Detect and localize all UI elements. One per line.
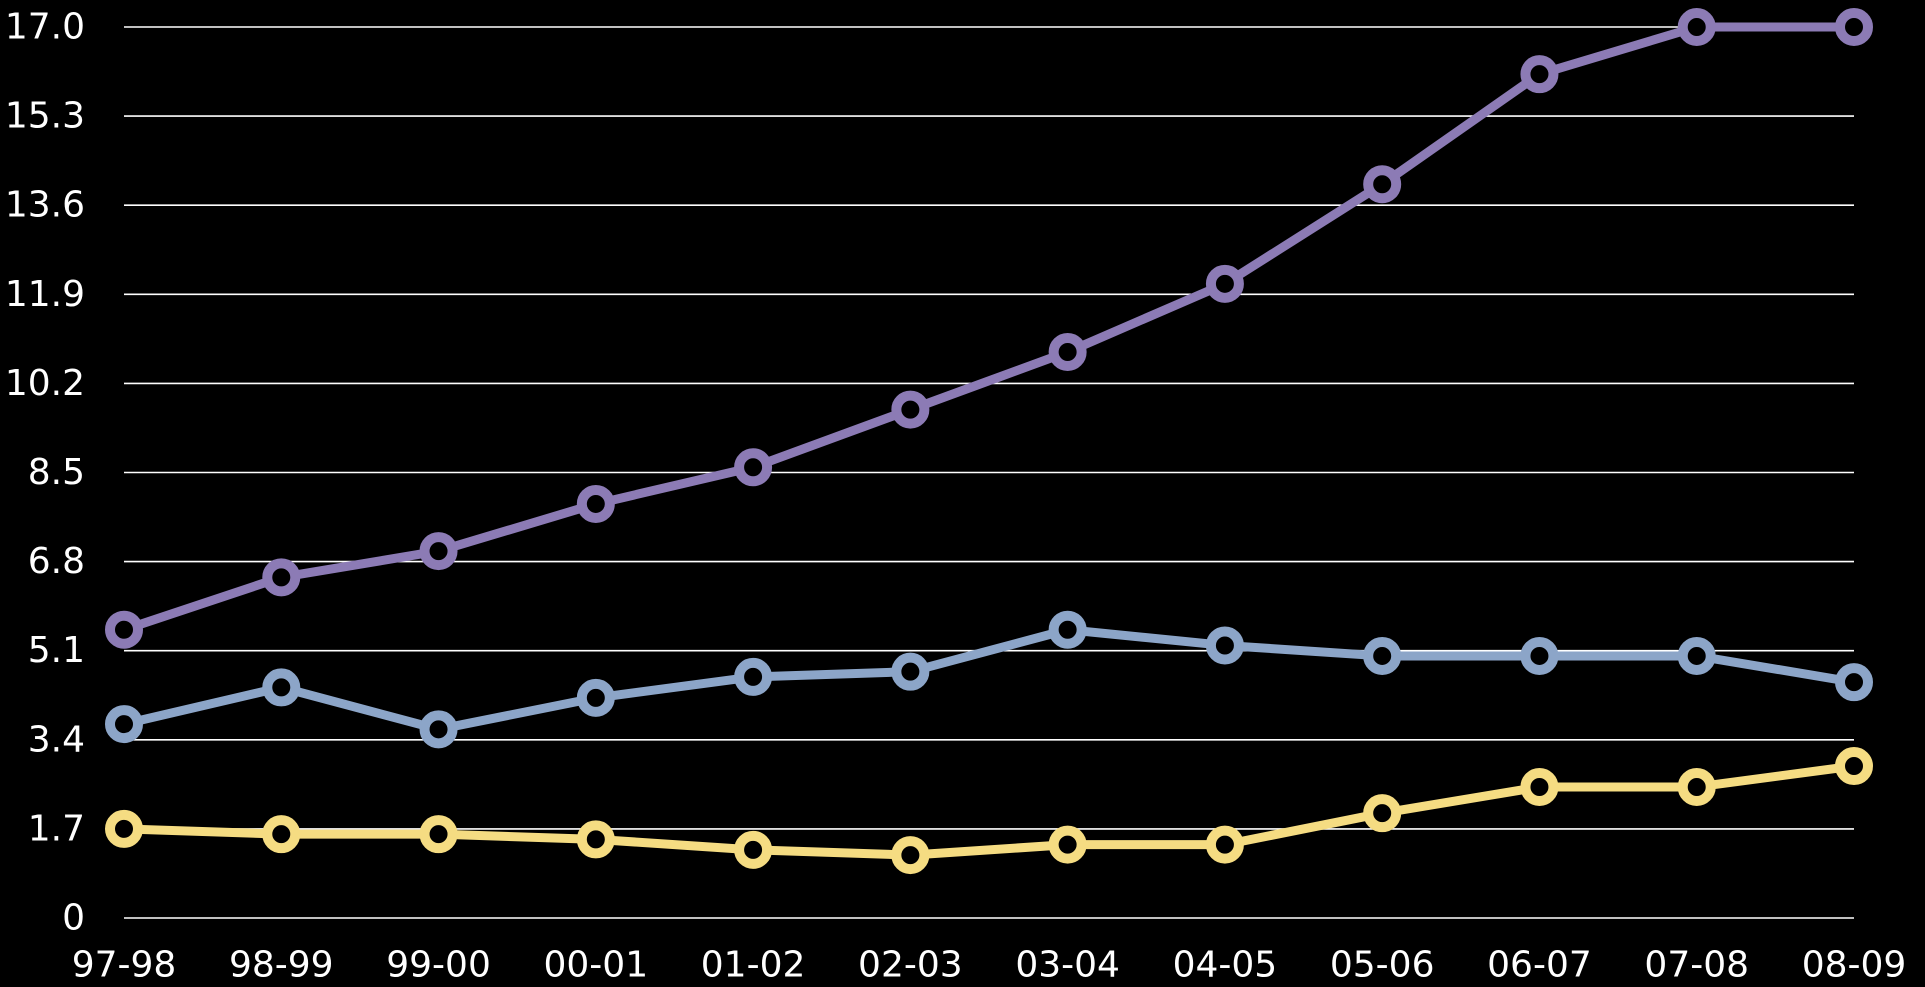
y-tick-label: 10.2 xyxy=(5,363,85,404)
data-point xyxy=(1205,825,1244,864)
x-tick-label: 06-07 xyxy=(1487,945,1592,986)
data-point xyxy=(891,390,930,429)
x-tick-label: 07-08 xyxy=(1644,945,1749,986)
data-point xyxy=(419,710,458,749)
series-line xyxy=(119,22,1859,635)
data-point xyxy=(105,610,143,649)
data-point xyxy=(1520,636,1559,675)
data-point xyxy=(734,657,773,696)
data-point xyxy=(576,484,615,523)
series-3 xyxy=(105,747,1873,875)
data-point xyxy=(1520,55,1559,94)
x-tick-label: 03-04 xyxy=(1015,945,1120,986)
data-point xyxy=(734,448,773,487)
x-tick-label: 08-09 xyxy=(1802,945,1907,986)
y-tick-label: 1.7 xyxy=(28,808,85,849)
data-point xyxy=(1048,332,1087,371)
x-tick-label: 99-00 xyxy=(386,945,491,986)
x-tick-label: 04-05 xyxy=(1173,945,1278,986)
data-point xyxy=(1835,8,1873,46)
data-point xyxy=(262,668,301,707)
x-tick-label: 98-99 xyxy=(229,945,334,986)
data-point xyxy=(1835,747,1873,786)
y-tick-label: 6.8 xyxy=(28,541,85,582)
data-point xyxy=(1520,767,1559,806)
data-point xyxy=(1048,825,1087,864)
data-point xyxy=(576,820,615,859)
data-point xyxy=(1363,636,1402,675)
data-point xyxy=(1835,663,1873,702)
series-line xyxy=(119,761,1859,860)
data-point xyxy=(576,678,615,717)
data-point xyxy=(419,532,458,571)
data-point xyxy=(1048,610,1087,649)
x-tick-label: 97-98 xyxy=(72,945,177,986)
x-tick-label: 05-06 xyxy=(1330,945,1435,986)
series-2 xyxy=(105,610,1873,749)
data-point xyxy=(262,815,301,854)
y-tick-label: 0 xyxy=(62,898,85,939)
data-point xyxy=(891,652,930,691)
data-point xyxy=(891,836,930,875)
data-point xyxy=(734,830,773,869)
data-point xyxy=(1677,767,1716,806)
x-axis-labels: 97-98 98-99 99-00 00-01 01-02 02-03 03-04 04-05… xyxy=(72,945,1907,986)
data-point xyxy=(419,815,458,854)
data-point xyxy=(1677,636,1716,675)
series-line xyxy=(119,625,1859,734)
data-point xyxy=(105,809,143,848)
grid-layer xyxy=(124,26,1854,919)
y-tick-label: 13.6 xyxy=(5,185,85,226)
x-tick-label: 02-03 xyxy=(858,945,963,986)
data-point xyxy=(1205,264,1244,303)
data-point xyxy=(105,705,143,744)
y-tick-label: 5.1 xyxy=(28,630,85,671)
x-tick-label: 01-02 xyxy=(701,945,806,986)
data-point xyxy=(1677,8,1716,46)
y-tick-label: 17.0 xyxy=(5,7,85,48)
y-tick-label: 3.4 xyxy=(28,719,85,760)
data-point xyxy=(262,558,301,597)
data-point xyxy=(1363,794,1402,833)
data-point xyxy=(1205,626,1244,665)
y-tick-label: 8.5 xyxy=(28,452,85,493)
y-axis-labels: 0 1.7 3.4 5.1 6.8 8.5 10.2 11.9 13.6 15.3 17.0 xyxy=(5,7,85,939)
y-tick-label: 15.3 xyxy=(5,96,85,137)
series-1 xyxy=(105,8,1873,649)
y-tick-label: 11.9 xyxy=(5,274,85,315)
series-layer xyxy=(105,8,1873,875)
x-tick-label: 00-01 xyxy=(544,945,649,986)
data-point xyxy=(1363,165,1402,204)
